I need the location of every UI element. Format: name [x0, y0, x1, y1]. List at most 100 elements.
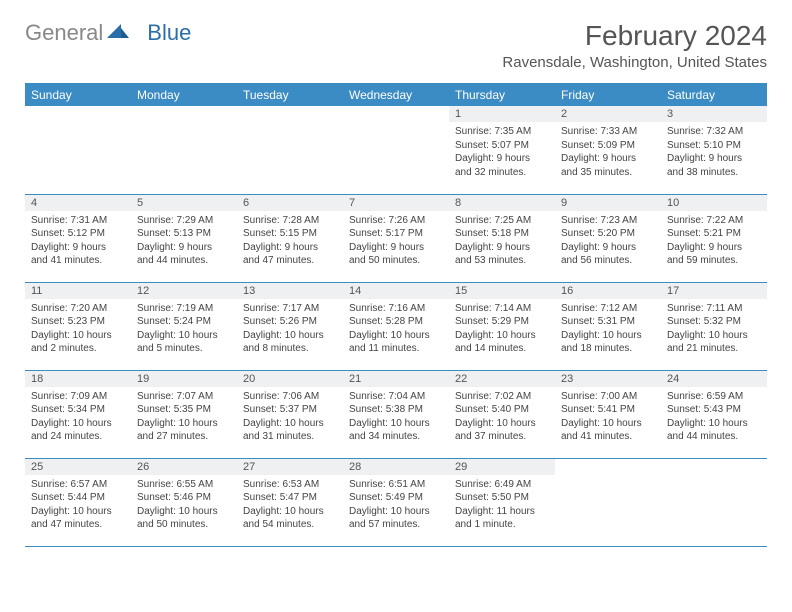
calendar-cell: 23Sunrise: 7:00 AMSunset: 5:41 PMDayligh…: [555, 370, 661, 458]
day-number: 24: [661, 371, 767, 387]
calendar-cell: [25, 106, 131, 194]
calendar-cell: 9Sunrise: 7:23 AMSunset: 5:20 PMDaylight…: [555, 194, 661, 282]
day-number: 18: [25, 371, 131, 387]
calendar-cell: 7Sunrise: 7:26 AMSunset: 5:17 PMDaylight…: [343, 194, 449, 282]
day-content: Sunrise: 7:22 AMSunset: 5:21 PMDaylight:…: [661, 211, 767, 271]
logo-text-1: General: [25, 20, 103, 46]
location: Ravensdale, Washington, United States: [502, 54, 767, 71]
day-content: Sunrise: 7:12 AMSunset: 5:31 PMDaylight:…: [555, 299, 661, 359]
day-number: 13: [237, 283, 343, 299]
day-number: 2: [555, 106, 661, 122]
day-content: Sunrise: 6:55 AMSunset: 5:46 PMDaylight:…: [131, 475, 237, 535]
day-content: Sunrise: 6:53 AMSunset: 5:47 PMDaylight:…: [237, 475, 343, 535]
day-content: Sunrise: 6:51 AMSunset: 5:49 PMDaylight:…: [343, 475, 449, 535]
day-content: Sunrise: 7:06 AMSunset: 5:37 PMDaylight:…: [237, 387, 343, 447]
day-header: Thursday: [449, 84, 555, 107]
calendar-cell: 20Sunrise: 7:06 AMSunset: 5:37 PMDayligh…: [237, 370, 343, 458]
day-number: 26: [131, 459, 237, 475]
calendar-week-row: 1Sunrise: 7:35 AMSunset: 5:07 PMDaylight…: [25, 106, 767, 194]
calendar-cell: 19Sunrise: 7:07 AMSunset: 5:35 PMDayligh…: [131, 370, 237, 458]
calendar-week-row: 25Sunrise: 6:57 AMSunset: 5:44 PMDayligh…: [25, 458, 767, 546]
day-content: Sunrise: 7:31 AMSunset: 5:12 PMDaylight:…: [25, 211, 131, 271]
day-header: Tuesday: [237, 84, 343, 107]
day-content: Sunrise: 7:32 AMSunset: 5:10 PMDaylight:…: [661, 122, 767, 182]
day-content: Sunrise: 7:28 AMSunset: 5:15 PMDaylight:…: [237, 211, 343, 271]
day-header: Sunday: [25, 84, 131, 107]
day-number: 1: [449, 106, 555, 122]
day-number: 12: [131, 283, 237, 299]
day-number: 27: [237, 459, 343, 475]
calendar-cell: [237, 106, 343, 194]
day-header-row: SundayMondayTuesdayWednesdayThursdayFrid…: [25, 84, 767, 107]
calendar-cell: 29Sunrise: 6:49 AMSunset: 5:50 PMDayligh…: [449, 458, 555, 546]
calendar-cell: 15Sunrise: 7:14 AMSunset: 5:29 PMDayligh…: [449, 282, 555, 370]
calendar-cell: 2Sunrise: 7:33 AMSunset: 5:09 PMDaylight…: [555, 106, 661, 194]
calendar-week-row: 11Sunrise: 7:20 AMSunset: 5:23 PMDayligh…: [25, 282, 767, 370]
day-content: Sunrise: 7:16 AMSunset: 5:28 PMDaylight:…: [343, 299, 449, 359]
calendar-cell: 5Sunrise: 7:29 AMSunset: 5:13 PMDaylight…: [131, 194, 237, 282]
calendar-table: SundayMondayTuesdayWednesdayThursdayFrid…: [25, 83, 767, 547]
day-number: 19: [131, 371, 237, 387]
logo-icon: [107, 20, 129, 46]
calendar-cell: 18Sunrise: 7:09 AMSunset: 5:34 PMDayligh…: [25, 370, 131, 458]
calendar-cell: 27Sunrise: 6:53 AMSunset: 5:47 PMDayligh…: [237, 458, 343, 546]
day-content: Sunrise: 7:23 AMSunset: 5:20 PMDaylight:…: [555, 211, 661, 271]
day-content: Sunrise: 7:17 AMSunset: 5:26 PMDaylight:…: [237, 299, 343, 359]
calendar-cell: 8Sunrise: 7:25 AMSunset: 5:18 PMDaylight…: [449, 194, 555, 282]
day-number: 25: [25, 459, 131, 475]
day-number: 10: [661, 195, 767, 211]
header: General Blue February 2024 Ravensdale, W…: [25, 20, 767, 71]
day-header: Saturday: [661, 84, 767, 107]
day-content: Sunrise: 7:20 AMSunset: 5:23 PMDaylight:…: [25, 299, 131, 359]
title-block: February 2024 Ravensdale, Washington, Un…: [502, 20, 767, 71]
day-content: Sunrise: 7:26 AMSunset: 5:17 PMDaylight:…: [343, 211, 449, 271]
calendar-cell: 21Sunrise: 7:04 AMSunset: 5:38 PMDayligh…: [343, 370, 449, 458]
calendar-cell: 22Sunrise: 7:02 AMSunset: 5:40 PMDayligh…: [449, 370, 555, 458]
day-content: Sunrise: 7:29 AMSunset: 5:13 PMDaylight:…: [131, 211, 237, 271]
calendar-cell: 26Sunrise: 6:55 AMSunset: 5:46 PMDayligh…: [131, 458, 237, 546]
day-number: 16: [555, 283, 661, 299]
calendar-cell: 25Sunrise: 6:57 AMSunset: 5:44 PMDayligh…: [25, 458, 131, 546]
calendar-cell: 3Sunrise: 7:32 AMSunset: 5:10 PMDaylight…: [661, 106, 767, 194]
day-content: Sunrise: 7:35 AMSunset: 5:07 PMDaylight:…: [449, 122, 555, 182]
calendar-body: 1Sunrise: 7:35 AMSunset: 5:07 PMDaylight…: [25, 106, 767, 546]
calendar-cell: 6Sunrise: 7:28 AMSunset: 5:15 PMDaylight…: [237, 194, 343, 282]
day-number: 11: [25, 283, 131, 299]
day-number: 5: [131, 195, 237, 211]
calendar-week-row: 18Sunrise: 7:09 AMSunset: 5:34 PMDayligh…: [25, 370, 767, 458]
day-number: 9: [555, 195, 661, 211]
calendar-cell: 14Sunrise: 7:16 AMSunset: 5:28 PMDayligh…: [343, 282, 449, 370]
calendar-cell: [131, 106, 237, 194]
day-content: Sunrise: 6:49 AMSunset: 5:50 PMDaylight:…: [449, 475, 555, 535]
calendar-cell: 24Sunrise: 6:59 AMSunset: 5:43 PMDayligh…: [661, 370, 767, 458]
day-number: 22: [449, 371, 555, 387]
day-content: Sunrise: 7:14 AMSunset: 5:29 PMDaylight:…: [449, 299, 555, 359]
day-number: 28: [343, 459, 449, 475]
calendar-cell: 10Sunrise: 7:22 AMSunset: 5:21 PMDayligh…: [661, 194, 767, 282]
logo-text-2: Blue: [147, 20, 191, 46]
calendar-cell: [661, 458, 767, 546]
calendar-week-row: 4Sunrise: 7:31 AMSunset: 5:12 PMDaylight…: [25, 194, 767, 282]
day-number: 21: [343, 371, 449, 387]
calendar-cell: 16Sunrise: 7:12 AMSunset: 5:31 PMDayligh…: [555, 282, 661, 370]
day-number: 23: [555, 371, 661, 387]
calendar-cell: 28Sunrise: 6:51 AMSunset: 5:49 PMDayligh…: [343, 458, 449, 546]
day-content: Sunrise: 7:19 AMSunset: 5:24 PMDaylight:…: [131, 299, 237, 359]
calendar-cell: 11Sunrise: 7:20 AMSunset: 5:23 PMDayligh…: [25, 282, 131, 370]
calendar-cell: 17Sunrise: 7:11 AMSunset: 5:32 PMDayligh…: [661, 282, 767, 370]
day-content: Sunrise: 7:33 AMSunset: 5:09 PMDaylight:…: [555, 122, 661, 182]
day-number: 20: [237, 371, 343, 387]
day-number: 14: [343, 283, 449, 299]
day-content: Sunrise: 7:07 AMSunset: 5:35 PMDaylight:…: [131, 387, 237, 447]
day-header: Wednesday: [343, 84, 449, 107]
day-content: Sunrise: 7:09 AMSunset: 5:34 PMDaylight:…: [25, 387, 131, 447]
calendar-cell: [555, 458, 661, 546]
day-header: Friday: [555, 84, 661, 107]
day-content: Sunrise: 7:04 AMSunset: 5:38 PMDaylight:…: [343, 387, 449, 447]
day-content: Sunrise: 7:02 AMSunset: 5:40 PMDaylight:…: [449, 387, 555, 447]
calendar-cell: [343, 106, 449, 194]
logo: General Blue: [25, 20, 191, 46]
day-number: 15: [449, 283, 555, 299]
day-number: 6: [237, 195, 343, 211]
day-content: Sunrise: 6:59 AMSunset: 5:43 PMDaylight:…: [661, 387, 767, 447]
